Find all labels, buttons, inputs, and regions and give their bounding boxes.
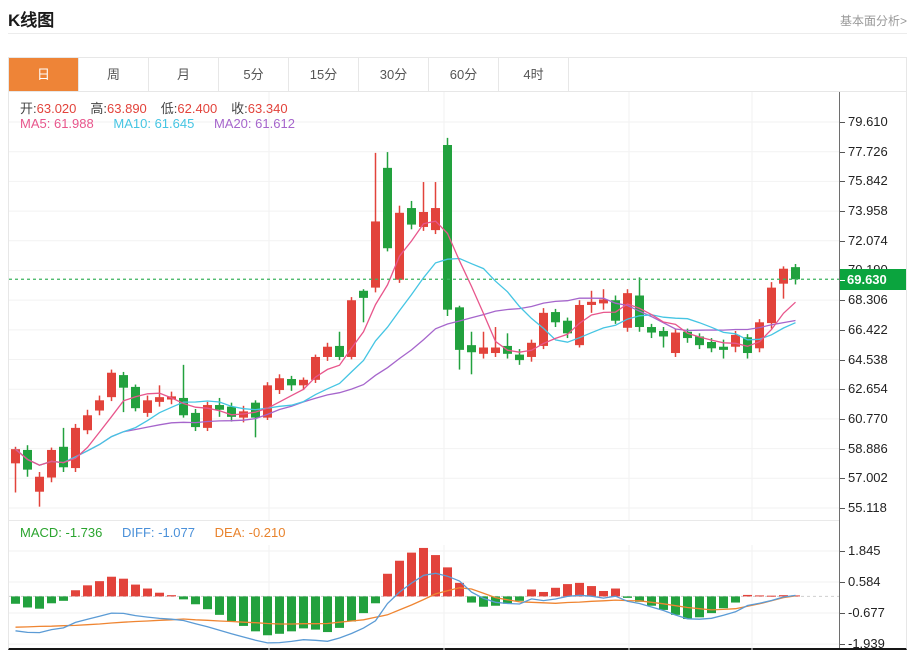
tab-5min[interactable]: 5分 [219, 58, 289, 91]
high-value: 63.890 [107, 101, 147, 116]
price-axis-label: 73.958 [840, 202, 888, 220]
price-axis-label: 57.002 [840, 469, 888, 487]
header-divider [8, 33, 907, 34]
macd-axis-label: 1.845 [840, 542, 881, 560]
diff-value: DIFF: -1.077 [122, 525, 196, 540]
ma5-value: MA5: 61.988 [20, 116, 94, 131]
price-axis-label: 72.074 [840, 232, 888, 250]
low-label: 低: [160, 101, 178, 116]
price-axis-label: 68.306 [840, 291, 888, 309]
tab-15min[interactable]: 15分 [289, 58, 359, 91]
price-axis-label: 58.886 [840, 440, 888, 458]
price-axis-label: 62.654 [840, 380, 888, 398]
ma-info-row: MA5: 61.988 MA10: 61.645 MA20: 61.612 [20, 116, 311, 131]
dea-value: DEA: -0.210 [214, 525, 286, 540]
macd-axis-label: -0.677 [840, 604, 885, 622]
close-label: 收: [231, 101, 248, 116]
macd-axis-label: 0.584 [840, 573, 881, 591]
price-axis-label: 77.726 [840, 143, 888, 161]
tab-week[interactable]: 周 [79, 58, 149, 91]
tab-4hour[interactable]: 4时 [499, 58, 569, 91]
low-value: 62.400 [177, 101, 218, 116]
tab-month[interactable]: 月 [149, 58, 219, 91]
timeframe-tab-bar: 日周月 5分 15分 30分 60分 4时 [8, 57, 907, 92]
price-axis-label: 66.422 [840, 321, 888, 339]
chart-area: 开:63.020 高:63.890 低:62.400 收:63.340 MA5: 61… [8, 92, 907, 651]
open-label: 开: [20, 101, 37, 116]
price-axis-label: 79.610 [840, 113, 888, 131]
price-axis-label: 60.770 [840, 410, 888, 428]
price-axis: 69.630 79.61077.72675.84273.95872.07470.… [839, 92, 906, 651]
macd-axis-label: -1.939 [840, 635, 885, 653]
page-title: K线图 [8, 11, 55, 30]
tab-bar-filler [569, 58, 906, 91]
candlestick-chart[interactable] [9, 92, 839, 520]
pane-divider [9, 520, 839, 521]
ma20-value: MA20: 61.612 [213, 116, 295, 131]
tab-30min[interactable]: 30分 [359, 58, 429, 91]
close-value: 63.340 [247, 101, 288, 116]
price-axis-label: 64.538 [840, 351, 888, 369]
open-value: 63.020 [36, 101, 77, 116]
ma10-value: MA10: 61.645 [113, 116, 195, 131]
ohlc-info-row: 开:63.020 高:63.890 低:62.400 收:63.340 [20, 98, 302, 117]
fundamental-analysis-link[interactable]: 基本面分析> [839, 14, 907, 28]
macd-info-row: MACD: -1.736 DIFF: -1.077 DEA: -0.210 [20, 525, 301, 540]
high-label: 高: [90, 101, 108, 116]
current-price-label: 69.630 [840, 268, 906, 290]
price-axis-label: 75.842 [840, 172, 888, 190]
macd-chart[interactable] [9, 545, 839, 650]
macd-value: MACD: -1.736 [20, 525, 103, 540]
price-axis-label: 55.118 [840, 499, 887, 517]
tab-60min[interactable]: 60分 [429, 58, 499, 91]
tab-day[interactable]: 日 [9, 58, 79, 91]
